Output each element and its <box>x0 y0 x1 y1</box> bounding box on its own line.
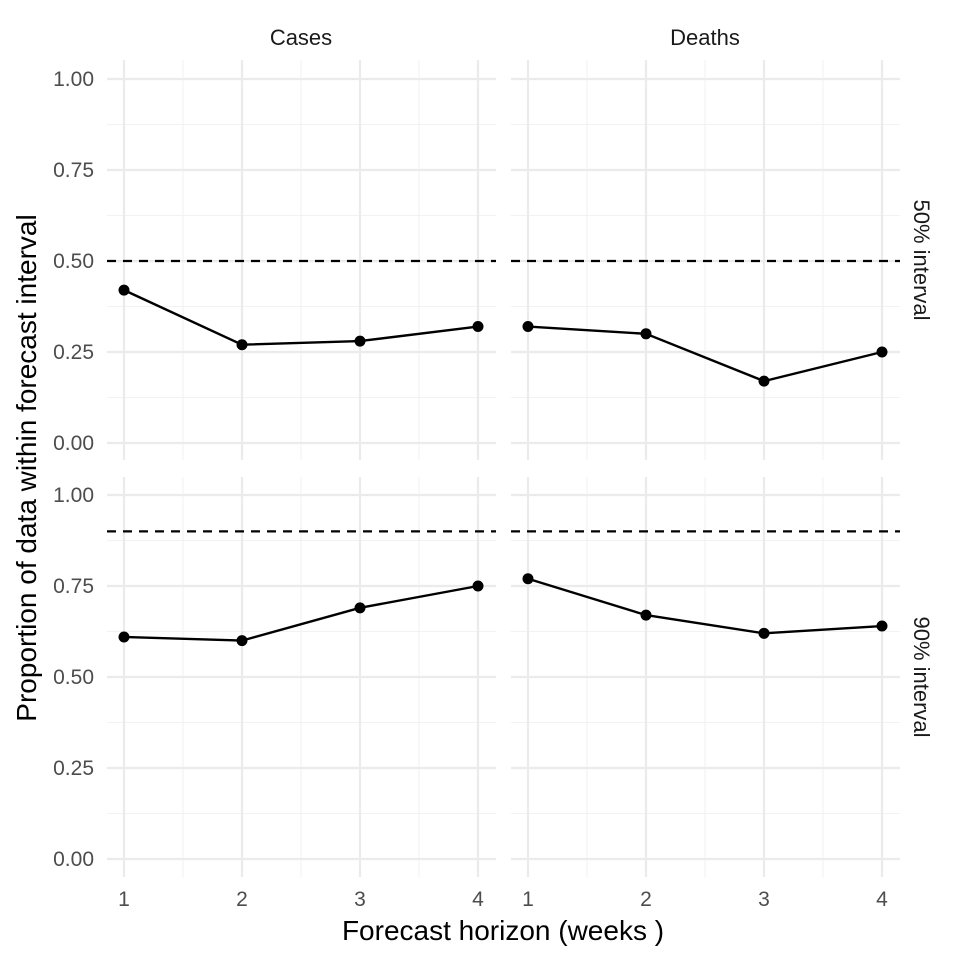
y-tick-label: 0.00 <box>53 848 94 871</box>
y-tick-label: 0.00 <box>53 432 94 455</box>
x-tick-label: 2 <box>640 888 652 911</box>
y-tick-label: 0.50 <box>53 666 94 689</box>
gridlines <box>107 60 900 877</box>
y-tick-label: 0.50 <box>53 250 94 273</box>
column-strip-deaths: Deaths <box>670 25 740 50</box>
data-point <box>758 627 770 639</box>
data-point <box>758 375 770 387</box>
data-point <box>876 620 888 632</box>
x-tick-label: 1 <box>118 888 130 911</box>
data-point <box>472 580 484 592</box>
series-line <box>527 577 883 635</box>
data-point <box>522 573 534 585</box>
series-line <box>527 325 883 383</box>
y-tick-label: 0.75 <box>53 159 94 182</box>
data-point <box>354 335 366 347</box>
y-axis-title: Proportion of data within forecast inter… <box>11 214 42 721</box>
row-strip-90-interval: 90% interval <box>909 616 934 737</box>
data-point <box>118 284 130 296</box>
row-strip-50-interval: 50% interval <box>909 199 934 320</box>
y-tick-label: 1.00 <box>53 68 94 91</box>
x-tick-label: 1 <box>522 888 534 911</box>
y-tick-label: 0.25 <box>53 757 94 780</box>
data-point <box>354 602 366 614</box>
x-tick-label: 3 <box>354 888 366 911</box>
y-tick-label: 0.25 <box>53 341 94 364</box>
y-tick-label: 1.00 <box>53 484 94 507</box>
data-point <box>118 631 130 643</box>
data-series <box>118 284 888 647</box>
series-line <box>123 289 479 346</box>
x-tick-label: 3 <box>758 888 770 911</box>
reference-lines <box>107 259 900 533</box>
column-strip-cases: Cases <box>270 25 332 50</box>
data-point <box>640 328 652 340</box>
y-tick-label: 0.75 <box>53 575 94 598</box>
x-tick-label: 2 <box>236 888 248 911</box>
x-tick-label: 4 <box>472 888 484 911</box>
data-point <box>640 609 652 621</box>
data-point <box>876 346 888 358</box>
data-point <box>522 321 534 333</box>
x-tick-label: 4 <box>876 888 888 911</box>
series-line <box>123 584 479 642</box>
tick-labels: 0.00 0.25 0.50 0.75 1.00 0.00 0.25 0.50 0.75 1.00… <box>53 68 888 911</box>
data-point <box>472 321 484 333</box>
x-axis-title: Forecast horizon (weeks ) <box>342 915 664 946</box>
data-point <box>236 339 248 351</box>
data-point <box>236 635 248 647</box>
